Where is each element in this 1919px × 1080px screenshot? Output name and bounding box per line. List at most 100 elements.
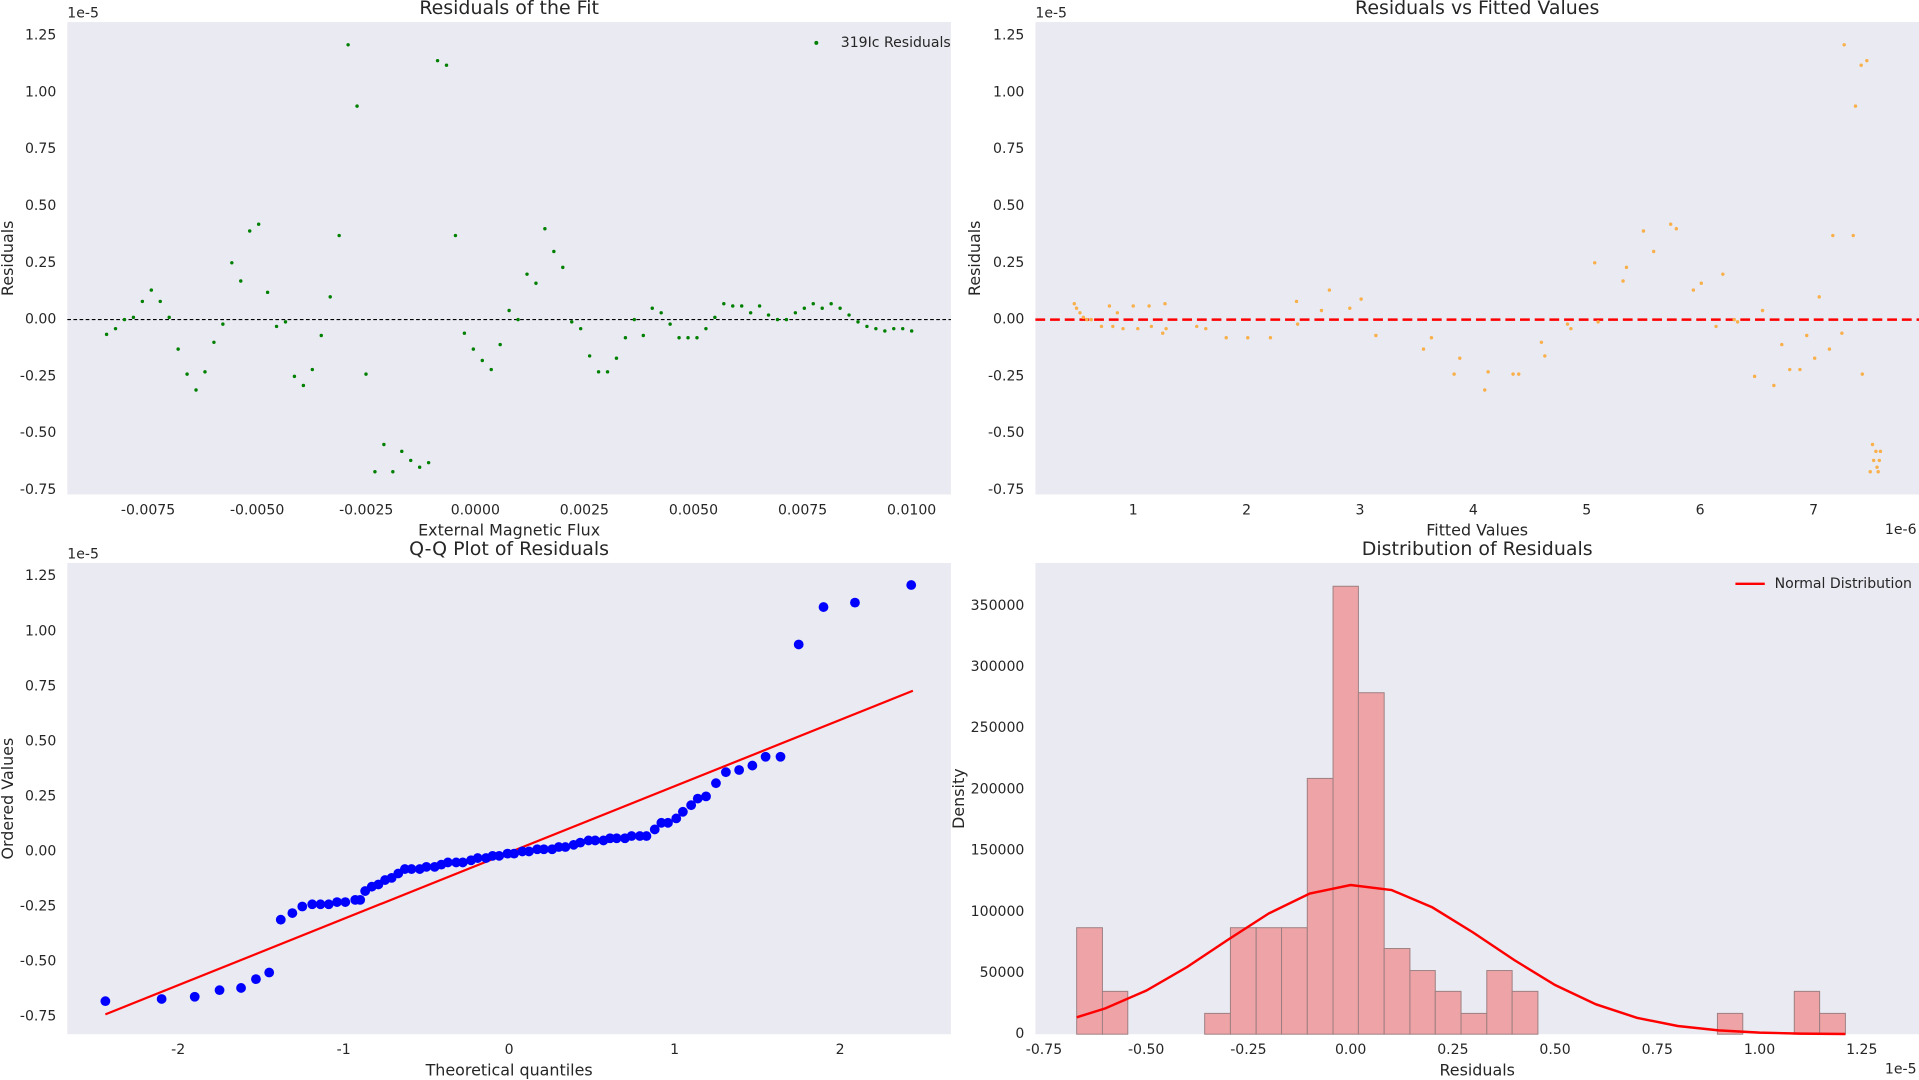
data-point — [453, 233, 458, 238]
data-point — [534, 281, 538, 285]
data-point — [364, 372, 368, 376]
data-point — [692, 793, 703, 804]
data-point — [122, 317, 127, 322]
data-point — [1107, 304, 1112, 308]
y-tick-label: 1.25 — [993, 28, 1024, 44]
y-tick-label: 0.75 — [25, 678, 56, 694]
x-tick-label: -1 — [337, 1042, 351, 1058]
y-tick-label: 1.00 — [25, 623, 56, 639]
x-tick-label: 0.0100 — [887, 502, 936, 518]
data-point — [1569, 326, 1573, 331]
data-point — [561, 265, 565, 270]
x-tick-label: 4 — [1469, 502, 1478, 518]
data-point — [140, 299, 145, 304]
x-offset-label: 1e-5 — [1885, 1062, 1917, 1078]
y-tick-label: -0.25 — [988, 368, 1024, 384]
data-point — [1593, 261, 1597, 265]
data-point — [1089, 317, 1093, 322]
y-tick-label: 1.00 — [25, 84, 56, 100]
x-tick-label: 2 — [1242, 502, 1251, 518]
y-tick-label: -0.50 — [20, 425, 56, 441]
histogram-bar — [1306, 777, 1334, 1035]
data-point — [443, 857, 453, 868]
data-point — [748, 311, 753, 315]
data-point — [315, 899, 326, 910]
y-tick-label: 0.00 — [25, 843, 56, 859]
histogram-bar — [1229, 927, 1257, 1035]
x-tick-label: 5 — [1582, 502, 1591, 518]
data-point — [820, 306, 824, 310]
x-tick-label: -0.0050 — [230, 502, 284, 518]
y-tick-label: 0.75 — [993, 141, 1024, 157]
data-point — [1421, 347, 1426, 351]
data-point — [838, 306, 842, 310]
y-tick-label: 0.75 — [25, 141, 56, 157]
data-point — [671, 813, 682, 824]
data-point — [274, 324, 279, 329]
data-point — [507, 308, 511, 313]
y-tick-label: 1.25 — [25, 568, 56, 584]
x-tick-label: -0.0025 — [339, 502, 393, 518]
data-point — [1136, 326, 1140, 331]
data-point — [480, 358, 484, 363]
y-axis-label: Ordered Values — [0, 738, 17, 860]
data-point — [649, 824, 660, 835]
data-point — [1511, 372, 1515, 376]
data-point — [760, 751, 771, 762]
data-point — [287, 908, 298, 918]
data-point — [444, 63, 449, 67]
data-point — [731, 304, 735, 308]
data-point — [355, 104, 359, 108]
data-point — [874, 326, 878, 331]
data-point — [701, 791, 711, 802]
data-point — [1714, 324, 1718, 329]
data-point — [856, 320, 860, 324]
x-tick-label: 0.0000 — [451, 502, 500, 518]
y-tick-label: 350000 — [971, 598, 1025, 614]
data-point — [775, 317, 780, 322]
data-point — [185, 372, 189, 376]
data-point — [626, 831, 637, 841]
data-point — [1876, 470, 1880, 474]
data-point — [570, 320, 574, 324]
data-point — [1868, 470, 1872, 474]
data-point — [695, 336, 699, 340]
data-point — [256, 222, 261, 226]
data-point — [113, 326, 118, 331]
data-point — [1295, 322, 1300, 326]
data-point — [382, 442, 386, 447]
data-point — [167, 315, 171, 320]
histogram-bar — [1511, 990, 1539, 1035]
data-point — [578, 326, 583, 331]
data-point — [457, 857, 468, 868]
x-tick-label: 6 — [1696, 502, 1705, 518]
x-tick-label: 0.0075 — [778, 502, 827, 518]
histogram-bar — [1255, 927, 1283, 1035]
data-point — [212, 340, 216, 345]
data-point — [1081, 315, 1086, 320]
data-point — [793, 311, 798, 315]
x-offset-label: 1e-6 — [1885, 522, 1917, 538]
data-point — [1543, 354, 1547, 358]
y-tick-label: 0.50 — [25, 733, 56, 749]
plot-background — [1035, 22, 1919, 495]
data-point — [1812, 356, 1817, 360]
y-tick-label: 1.25 — [25, 28, 56, 44]
data-point — [319, 333, 323, 338]
x-axis-label: External Magnetic Flux — [418, 521, 600, 540]
chart-title: Residuals vs Fitted Values — [1355, 0, 1599, 19]
y-axis-label: Residuals — [965, 221, 984, 296]
data-point — [1877, 458, 1882, 463]
data-point — [775, 751, 786, 762]
plot-background — [1035, 563, 1919, 1035]
data-point — [1760, 308, 1765, 313]
data-point — [659, 311, 663, 315]
data-point — [1732, 317, 1736, 322]
data-point — [406, 864, 417, 874]
y-tick-label: 150000 — [971, 843, 1025, 859]
legend-marker — [814, 40, 819, 45]
data-point — [711, 778, 721, 789]
data-point — [1651, 249, 1656, 254]
x-tick-label: 0.50 — [1539, 1042, 1570, 1058]
data-point — [1163, 301, 1167, 306]
